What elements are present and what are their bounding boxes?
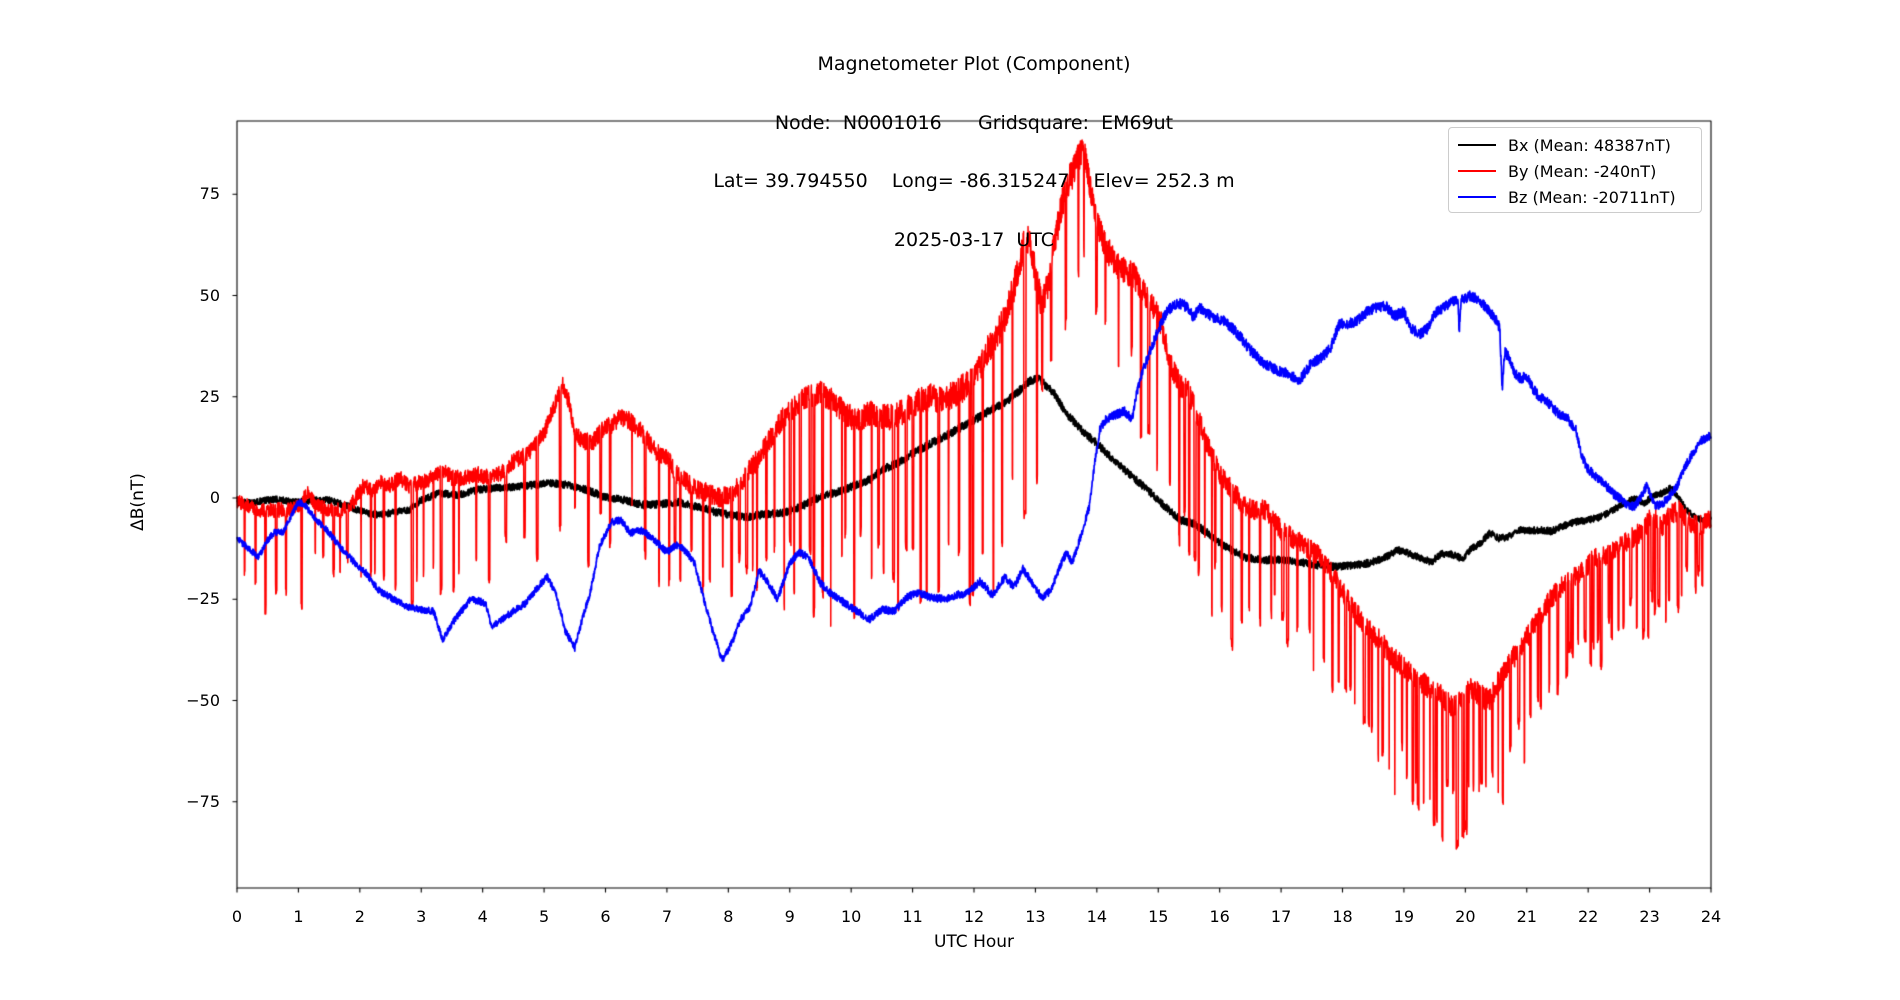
x-tick-label: 21 <box>1516 907 1537 926</box>
title-block: Magnetometer Plot (Component) Node: N000… <box>237 16 1711 270</box>
x-tick-label: 15 <box>1148 907 1169 926</box>
x-tick-label: 14 <box>1086 907 1107 926</box>
x-tick-label: 9 <box>784 907 795 926</box>
legend-line-bz <box>1458 195 1496 199</box>
y-tick-label: −25 <box>186 589 220 609</box>
legend-item-by: By (Mean: -240nT) <box>1449 158 1701 184</box>
y-tick-label: 75 <box>199 184 220 204</box>
x-tick-label: 22 <box>1577 907 1599 926</box>
chart-title: Magnetometer Plot (Component) <box>817 53 1131 75</box>
subtitle-date: 2025-03-17 UTC <box>893 228 1055 251</box>
legend-item-bx: Bx (Mean: 48387nT) <box>1449 132 1701 158</box>
x-axis-label: UTC Hour <box>933 932 1015 952</box>
y-tick-label: −75 <box>186 791 220 811</box>
legend-line-bx <box>1458 143 1496 147</box>
subtitle-lat-long-elev: Lat= 39.794550 Long= -86.315247 Elev= 25… <box>713 170 1235 192</box>
legend-item-bz: Bz (Mean: -20711nT) <box>1449 184 1701 210</box>
y-tick-label: −50 <box>186 690 220 710</box>
y-tick-label: 50 <box>199 285 220 305</box>
x-tick-label: 17 <box>1270 907 1292 926</box>
x-tick-label: 13 <box>1025 907 1046 926</box>
x-tick-label: 11 <box>902 907 923 926</box>
x-tick-label: 23 <box>1639 907 1660 926</box>
x-tick-label: 3 <box>416 907 427 926</box>
x-tick-label: 5 <box>538 907 550 926</box>
legend-label-bx: Bx (Mean: 48387nT) <box>1508 135 1671 155</box>
x-tick-label: 7 <box>661 907 672 926</box>
x-tick-label: 16 <box>1209 907 1230 926</box>
x-tick-label: 18 <box>1332 907 1353 926</box>
legend-label-bz: Bz (Mean: -20711nT) <box>1508 187 1676 207</box>
x-tick-label: 0 <box>231 907 243 926</box>
legend-box: Bx (Mean: 48387nT) By (Mean: -240nT) Bz … <box>1448 127 1702 213</box>
x-tick-label: 2 <box>354 907 365 926</box>
x-tick-label: 10 <box>840 907 862 926</box>
y-tick-label: 25 <box>199 386 220 406</box>
legend-label-by: By (Mean: -240nT) <box>1508 161 1657 181</box>
x-tick-label: 8 <box>723 907 734 926</box>
x-tick-label: 12 <box>963 907 985 926</box>
x-tick-label: 19 <box>1393 907 1415 926</box>
x-tick-label: 24 <box>1700 907 1722 926</box>
y-tick-label: 0 <box>209 488 220 508</box>
x-tick-label: 1 <box>293 907 304 926</box>
legend-line-by <box>1458 169 1496 173</box>
subtitle-node-gridsquare: Node: N0001016 Gridsquare: EM69ut <box>774 111 1174 134</box>
x-tick-label: 4 <box>477 907 488 926</box>
x-tick-label: 20 <box>1455 907 1476 926</box>
x-tick-label: 6 <box>600 907 611 926</box>
